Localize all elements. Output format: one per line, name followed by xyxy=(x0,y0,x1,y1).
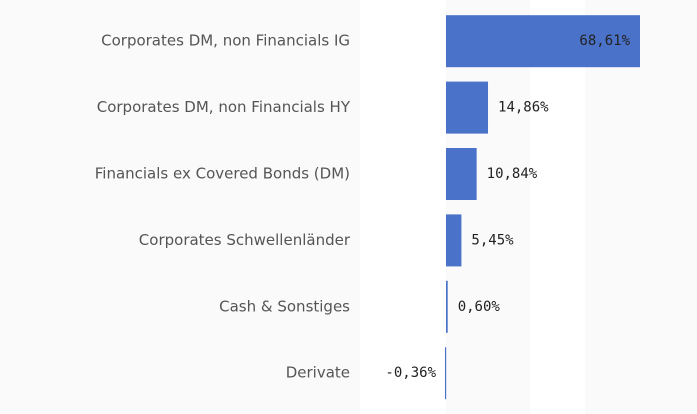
bar xyxy=(446,280,448,333)
value-label: 5,45% xyxy=(471,232,514,248)
category-label: Corporates DM, non Financials HY xyxy=(97,98,351,116)
band xyxy=(360,0,446,414)
bar xyxy=(444,347,447,400)
value-label: 10,84% xyxy=(487,166,538,182)
bar xyxy=(446,15,640,68)
bar xyxy=(446,214,462,267)
value-label: 0,60% xyxy=(458,299,501,315)
bar xyxy=(446,81,489,134)
value-label: -0,36% xyxy=(385,365,436,381)
category-label: Corporates Schwellenländer xyxy=(139,231,351,249)
value-label: 14,86% xyxy=(498,100,549,116)
band xyxy=(530,0,585,414)
bar xyxy=(446,148,477,200)
category-label: Cash & Sonstiges xyxy=(219,297,350,315)
category-label: Corporates DM, non Financials IG xyxy=(101,32,350,50)
category-label: Derivate xyxy=(286,364,350,382)
category-label: Financials ex Covered Bonds (DM) xyxy=(95,165,350,183)
value-label: 68,61% xyxy=(579,33,630,49)
